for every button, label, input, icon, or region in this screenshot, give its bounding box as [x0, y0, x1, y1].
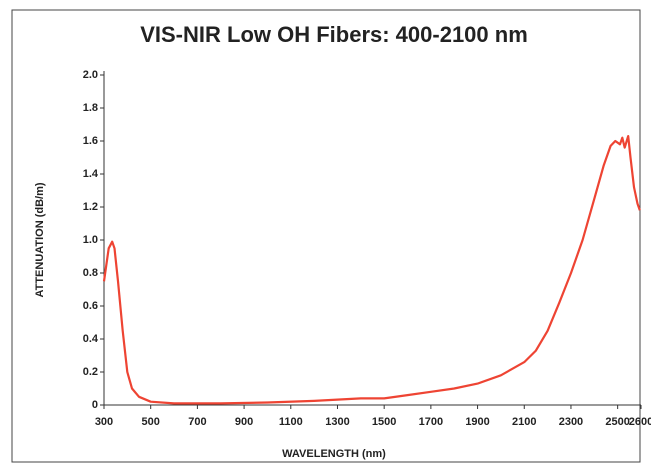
x-axis-label: WAVELENGTH (nm) [282, 448, 386, 460]
y-tick-label: 0.4 [83, 333, 99, 345]
x-tick-label: 500 [142, 416, 160, 428]
x-tick-label: 700 [188, 416, 206, 428]
y-tick-label: 0.6 [83, 300, 98, 312]
y-tick-label: 1.4 [83, 168, 99, 180]
data-line [102, 135, 641, 405]
chart-title: VIS-NIR Low OH Fibers: 400-2100 nm [140, 22, 528, 47]
x-tick-label: 300 [95, 416, 113, 428]
x-tick-label: 2600 [629, 416, 651, 428]
x-tick-label: 1300 [325, 416, 349, 428]
x-tick-label: 1900 [465, 416, 489, 428]
y-tick-label: 0 [92, 399, 98, 411]
y-tick-label: 2.0 [83, 69, 98, 81]
y-tick-label: 1.2 [83, 201, 98, 213]
y-tick-label: 1.8 [83, 102, 98, 114]
y-tick-label: 1.6 [83, 135, 98, 147]
x-tick-label: 2100 [512, 416, 536, 428]
y-tick-label: 0.8 [83, 267, 98, 279]
y-axis-label: ATTENUATION (dB/m) [34, 182, 46, 297]
frame [11, 9, 641, 463]
y-tick-label: 1.0 [83, 234, 98, 246]
x-tick-label: 900 [235, 416, 253, 428]
x-tick-label: 2500 [605, 416, 629, 428]
y-tick-label: 0.2 [83, 366, 98, 378]
x-tick-label: 1500 [372, 416, 396, 428]
x-tick-label: 1700 [419, 416, 443, 428]
x-tick-label: 2300 [559, 416, 583, 428]
x-tick-label: 1100 [279, 416, 303, 428]
